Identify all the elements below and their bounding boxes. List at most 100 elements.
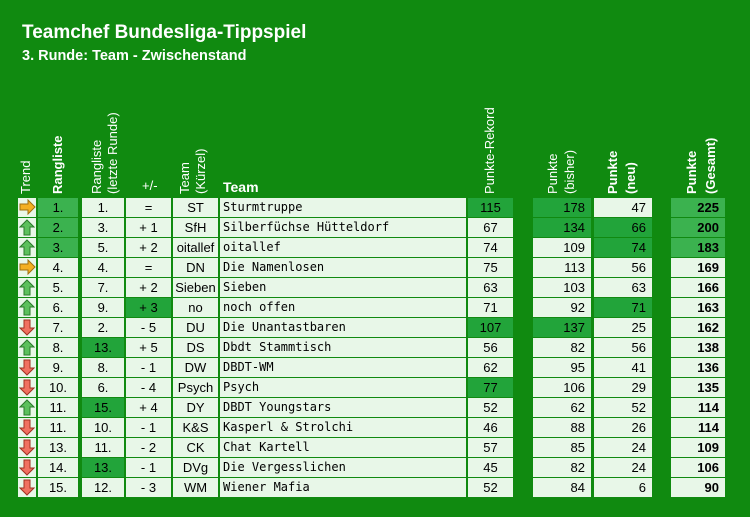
diff-cell: - 1: [126, 358, 171, 377]
abbr-cell: CK: [173, 438, 218, 457]
table-row: 14. 13. - 1 DVg Die Vergesslichen 45 82 24 106: [0, 458, 750, 478]
team-name-cell: DBDT Youngstars: [220, 398, 466, 417]
rank-cell: 8.: [38, 338, 78, 357]
points-previous-cell: 88: [533, 418, 591, 437]
header-punkte-rekord: Punkte-Rekord: [482, 107, 497, 194]
points-total-cell: 106: [671, 458, 725, 477]
abbr-cell: DY: [173, 398, 218, 417]
rank-cell: 13.: [38, 438, 78, 457]
rank-cell: 6.: [38, 298, 78, 317]
arrow-up-icon: [18, 339, 36, 356]
header-letzte-runde: Rangliste: [89, 100, 104, 194]
record-cell: 115: [468, 198, 513, 217]
arrow-up-icon: [18, 239, 36, 256]
points-previous-cell: 106: [533, 378, 591, 397]
points-previous-cell: 85: [533, 438, 591, 457]
trend-cell: [18, 438, 36, 457]
points-total-cell: 90: [671, 478, 725, 497]
arrow-down-icon: [18, 459, 36, 476]
table-row: 6. 9. + 3 no noch offen 71 92 71 163: [0, 298, 750, 318]
arrow-up-icon: [18, 399, 36, 416]
trend-cell: [18, 338, 36, 357]
abbr-cell: ST: [173, 198, 218, 217]
points-new-cell: 74: [594, 238, 652, 257]
header-kuerzel: Team: [177, 162, 192, 194]
arrow-down-icon: [18, 379, 36, 396]
points-previous-cell: 103: [533, 278, 591, 297]
points-total-cell: 109: [671, 438, 725, 457]
record-cell: 46: [468, 418, 513, 437]
trend-cell: [18, 358, 36, 377]
arrow-right-icon: [18, 199, 36, 215]
table-row: 13. 11. - 2 CK Chat Kartell 57 85 24 109: [0, 438, 750, 458]
points-previous-cell: 82: [533, 458, 591, 477]
points-previous-cell: 109: [533, 238, 591, 257]
team-name-cell: Silberfüchse Hütteldorf: [220, 218, 466, 237]
team-name-cell: Dbdt Stammtisch: [220, 338, 466, 357]
header-team: Team: [223, 179, 259, 195]
rank-cell: 1.: [38, 198, 78, 217]
arrow-up-icon: [18, 299, 36, 316]
team-name-cell: Die Vergesslichen: [220, 458, 466, 477]
record-cell: 67: [468, 218, 513, 237]
last-round-cell: 3.: [82, 218, 124, 237]
abbr-cell: WM: [173, 478, 218, 497]
team-name-cell: oitallef: [220, 238, 466, 257]
trend-cell: [18, 478, 36, 497]
abbr-cell: DU: [173, 318, 218, 337]
record-cell: 52: [468, 398, 513, 417]
header-letzte-runde-2: (letzte Runde): [105, 100, 120, 194]
rank-cell: 9.: [38, 358, 78, 377]
last-round-cell: 2.: [82, 318, 124, 337]
trend-cell: [18, 378, 36, 397]
trend-cell: [18, 238, 36, 257]
trend-cell: [18, 318, 36, 337]
rank-cell: 11.: [38, 398, 78, 417]
diff-cell: - 4: [126, 378, 171, 397]
points-new-cell: 47: [594, 198, 652, 217]
page-title: Teamchef Bundesliga-Tippspiel: [22, 22, 307, 43]
points-total-cell: 136: [671, 358, 725, 377]
trend-cell: [18, 458, 36, 477]
points-total-cell: 162: [671, 318, 725, 337]
points-total-cell: 200: [671, 218, 725, 237]
record-cell: 107: [468, 318, 513, 337]
abbr-cell: no: [173, 298, 218, 317]
arrow-right-icon: [18, 259, 36, 275]
header-punkte-gesamt-2: (Gesamt): [703, 137, 718, 194]
points-new-cell: 56: [594, 258, 652, 277]
points-total-cell: 163: [671, 298, 725, 317]
abbr-cell: DN: [173, 258, 218, 277]
points-previous-cell: 178: [533, 198, 591, 217]
team-name-cell: Sieben: [220, 278, 466, 297]
header-diff: +/-: [142, 178, 158, 193]
last-round-cell: 9.: [82, 298, 124, 317]
points-previous-cell: 113: [533, 258, 591, 277]
header-letzte-runde-line1: Rangliste: [89, 139, 104, 194]
record-cell: 63: [468, 278, 513, 297]
rank-cell: 4.: [38, 258, 78, 277]
last-round-cell: 15.: [82, 398, 124, 417]
page-subtitle: 3. Runde: Team - Zwischenstand: [22, 48, 247, 64]
arrow-up-icon: [18, 279, 36, 296]
record-cell: 56: [468, 338, 513, 357]
points-new-cell: 6: [594, 478, 652, 497]
points-total-cell: 135: [671, 378, 725, 397]
points-total-cell: 225: [671, 198, 725, 217]
team-name-cell: noch offen: [220, 298, 466, 317]
trend-cell: [18, 418, 36, 437]
abbr-cell: DS: [173, 338, 218, 357]
diff-cell: + 2: [126, 238, 171, 257]
abbr-cell: DW: [173, 358, 218, 377]
last-round-cell: 8.: [82, 358, 124, 377]
diff-cell: - 2: [126, 438, 171, 457]
abbr-cell: oitallef: [173, 238, 218, 257]
table-row: 2. 3. + 1 SfH Silberfüchse Hütteldorf 67 134 66…: [0, 218, 750, 238]
points-new-cell: 41: [594, 358, 652, 377]
rank-cell: 7.: [38, 318, 78, 337]
team-name-cell: Wiener Mafia: [220, 478, 466, 497]
diff-cell: - 1: [126, 458, 171, 477]
table-row: 5. 7. + 2 Sieben Sieben 63 103 63 166: [0, 278, 750, 298]
last-round-cell: 1.: [82, 198, 124, 217]
diff-cell: =: [126, 258, 171, 277]
